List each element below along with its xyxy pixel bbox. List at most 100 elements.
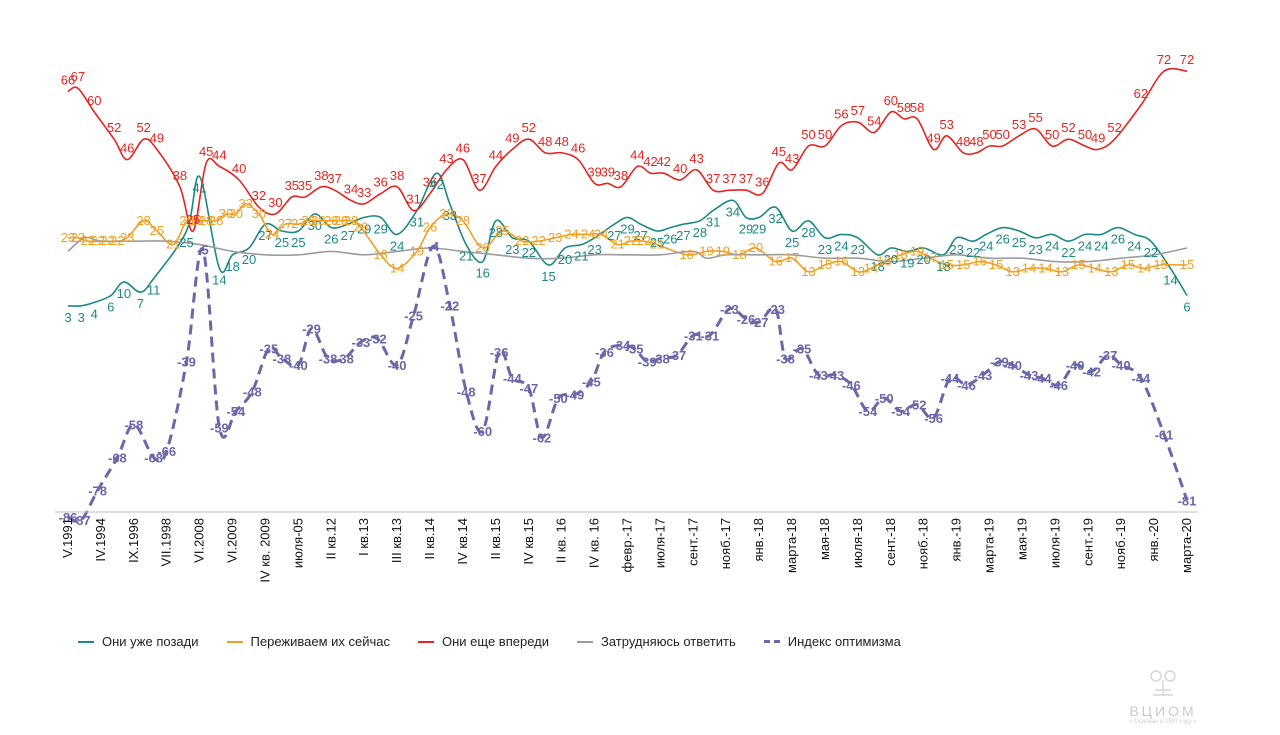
x-tick-label: III кв.13 [389,518,404,563]
data-label-index: -62 [533,431,552,446]
data-label-behind: 24 [979,238,993,253]
x-tick-label: VI.2008 [192,518,207,563]
data-label-now: 24 [581,226,595,241]
data-label-ahead: 57 [851,103,865,118]
data-label-now: 13 [1104,264,1118,279]
series-line-undecided [67,236,1188,263]
data-label-behind: 22 [1061,245,1075,260]
x-tick-label: нояб.-19 [1113,518,1128,569]
series-line-behind [67,172,1188,307]
data-label-index: -44 [1132,371,1152,386]
data-label-behind: 25 [785,235,799,250]
data-label-ahead: 52 [136,120,150,135]
data-label-ahead: 56 [834,107,848,122]
x-tick-label: I кв.13 [356,518,371,556]
data-label-now: 14 [390,260,404,275]
data-label-now: 16 [834,254,848,269]
data-label-behind: 24 [1094,238,1108,253]
data-label-ahead: 36 [755,175,769,190]
data-label-ahead: 50 [1045,127,1059,142]
data-label-index: -5 [197,243,209,258]
data-label-index: -43 [809,368,828,383]
data-label-index: -31 [684,328,703,343]
data-label-ahead: 55 [1028,110,1042,125]
x-tick-label: IV кв.15 [521,518,536,565]
data-label-index: -27 [750,315,769,330]
data-label-ahead: 53 [939,117,953,132]
data-label-behind: 25 [1012,235,1026,250]
data-label-index: -44 [1033,371,1053,386]
data-label-now: 19 [716,243,730,258]
data-label-index: -54 [891,404,911,419]
data-label-behind: 24 [390,238,404,253]
data-label-behind: 18 [870,259,884,274]
data-label-ahead: 66 [61,73,75,88]
data-label-now: 15 [1153,257,1167,272]
data-label-now: 14 [1088,260,1102,275]
data-label-now: 18 [373,247,387,262]
data-label-behind: 34 [726,204,740,219]
data-label-ahead: 72 [1180,52,1194,67]
data-label-index: -43 [825,368,844,383]
data-label-index: -46 [842,378,861,393]
data-label-behind: 14 [212,272,226,287]
legend-label-now: Переживаем их сейчас [250,634,390,649]
data-label-now: 28 [136,213,150,228]
data-label-behind: 27 [676,228,690,243]
data-label-ahead: 52 [1107,120,1121,135]
x-tick-label: II кв.14 [422,518,437,560]
data-label-behind: 26 [324,232,338,247]
data-label-now: 15 [956,257,970,272]
data-label-now: 21 [650,237,664,252]
data-label-now: 24 [265,226,279,241]
data-label-ahead: 45 [199,144,213,159]
data-label-now: 15 [1121,257,1135,272]
data-label-behind: 42 [429,177,443,192]
x-tick-label: февр.-17 [620,518,635,572]
data-label-behind: 30 [308,218,322,233]
data-label-now: 26 [354,220,368,235]
data-label-index: -38 [651,351,670,366]
data-label-behind: 4 [91,306,98,321]
data-label-ahead: 35 [285,178,299,193]
data-label-now: 16 [768,254,782,269]
data-label-ahead: 45 [772,144,786,159]
data-label-ahead: 48 [538,134,552,149]
data-label-ahead: 60 [884,93,898,108]
data-label-now: 23 [548,230,562,245]
x-tick-label: марта-19 [982,518,997,573]
x-tick-label: янв.-19 [949,518,964,562]
x-tick-label: II кв. 16 [554,518,569,563]
data-label-ahead: 37 [722,171,736,186]
data-label-index: -40 [1003,358,1022,373]
data-label-behind: 25 [291,235,305,250]
data-label-now: 15 [1071,257,1085,272]
data-label-index: -48 [243,384,262,399]
data-label-ahead: 36 [423,175,437,190]
data-label-now: 17 [785,250,799,265]
data-label-index: -52 [908,398,927,413]
data-label-index: -33 [352,335,371,350]
data-label-behind: 25 [650,235,664,250]
data-label-ahead: 36 [373,175,387,190]
data-label-behind: 41 [192,181,206,196]
data-label-ahead: 50 [982,127,996,142]
data-label-ahead: 44 [212,147,226,162]
data-label-ahead: 40 [232,161,246,176]
data-label-index: -23 [766,302,785,317]
data-label-now: 24 [564,226,578,241]
data-label-now: 30 [252,206,266,221]
data-label-behind: 27 [258,228,272,243]
x-tick-label: VI.2009 [225,518,240,563]
data-label-now: 20 [749,240,763,255]
data-label-ahead: 38 [614,168,628,183]
data-label-index: -78 [88,483,107,498]
data-label-index: -37 [668,348,687,363]
data-label-ahead: 25 [186,212,200,227]
data-label-ahead: 49 [150,130,164,145]
data-label-now: 25 [495,223,509,238]
x-tick-label: IV кв. 16 [587,518,602,568]
data-label-now: 19 [410,243,424,258]
x-tick-label: марта-20 [1179,518,1194,573]
data-label-now: 14 [1038,260,1052,275]
